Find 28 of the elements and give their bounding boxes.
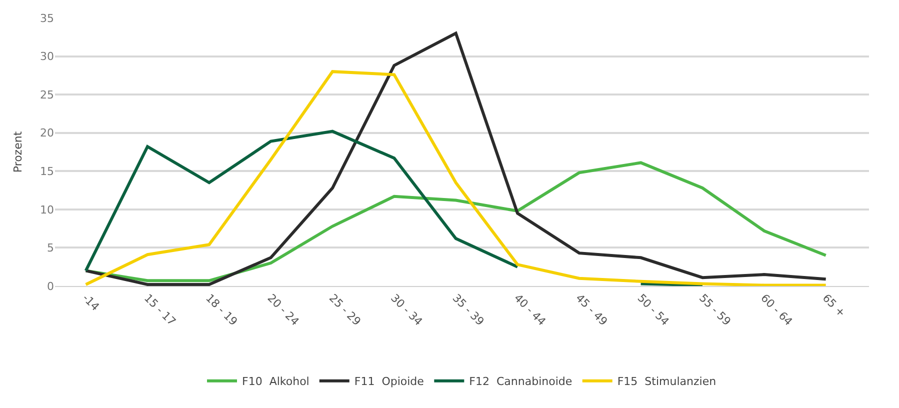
y-tick-label: 30 — [40, 50, 54, 64]
x-tick-label: 55 - 59 — [696, 292, 734, 328]
x-tick-label: 18 - 19 — [203, 292, 240, 328]
y-axis-title: Prozent — [12, 130, 25, 173]
x-tick-label: 65 + — [820, 292, 848, 320]
x-tick-label: -14 — [80, 292, 102, 314]
x-tick-label: 25 - 29 — [326, 292, 364, 328]
line-series — [84, 70, 828, 286]
y-tick-label: 0 — [47, 280, 54, 293]
y-tick-label: 35 — [40, 12, 54, 25]
x-tick-label: 45 - 49 — [573, 292, 610, 328]
line-series — [84, 32, 828, 286]
x-tick-label: 60 - 64 — [758, 292, 795, 328]
x-tick-label: 35 - 39 — [450, 292, 487, 328]
legend-label: F12 Cannabinoide — [469, 375, 572, 388]
x-tick-label: 15 - 17 — [141, 292, 178, 328]
x-tick-label: 40 - 44 — [511, 292, 548, 328]
legend-label: F11 Opioide — [354, 375, 424, 388]
legend-label: F15 Stimulanzien — [617, 375, 716, 388]
y-tick-label: 15 — [40, 164, 54, 178]
y-tick-label: 10 — [40, 203, 54, 216]
x-tick-label: 30 - 34 — [388, 292, 425, 328]
y-tick-label: 20 — [40, 126, 54, 140]
y-tick-label: 25 — [40, 88, 54, 102]
x-tick-label: 50 - 54 — [634, 292, 672, 328]
y-tick-label: 5 — [47, 242, 54, 255]
x-tick-label: 20 - 24 — [264, 292, 302, 328]
legend-label: F10 Alkohol — [242, 375, 310, 388]
